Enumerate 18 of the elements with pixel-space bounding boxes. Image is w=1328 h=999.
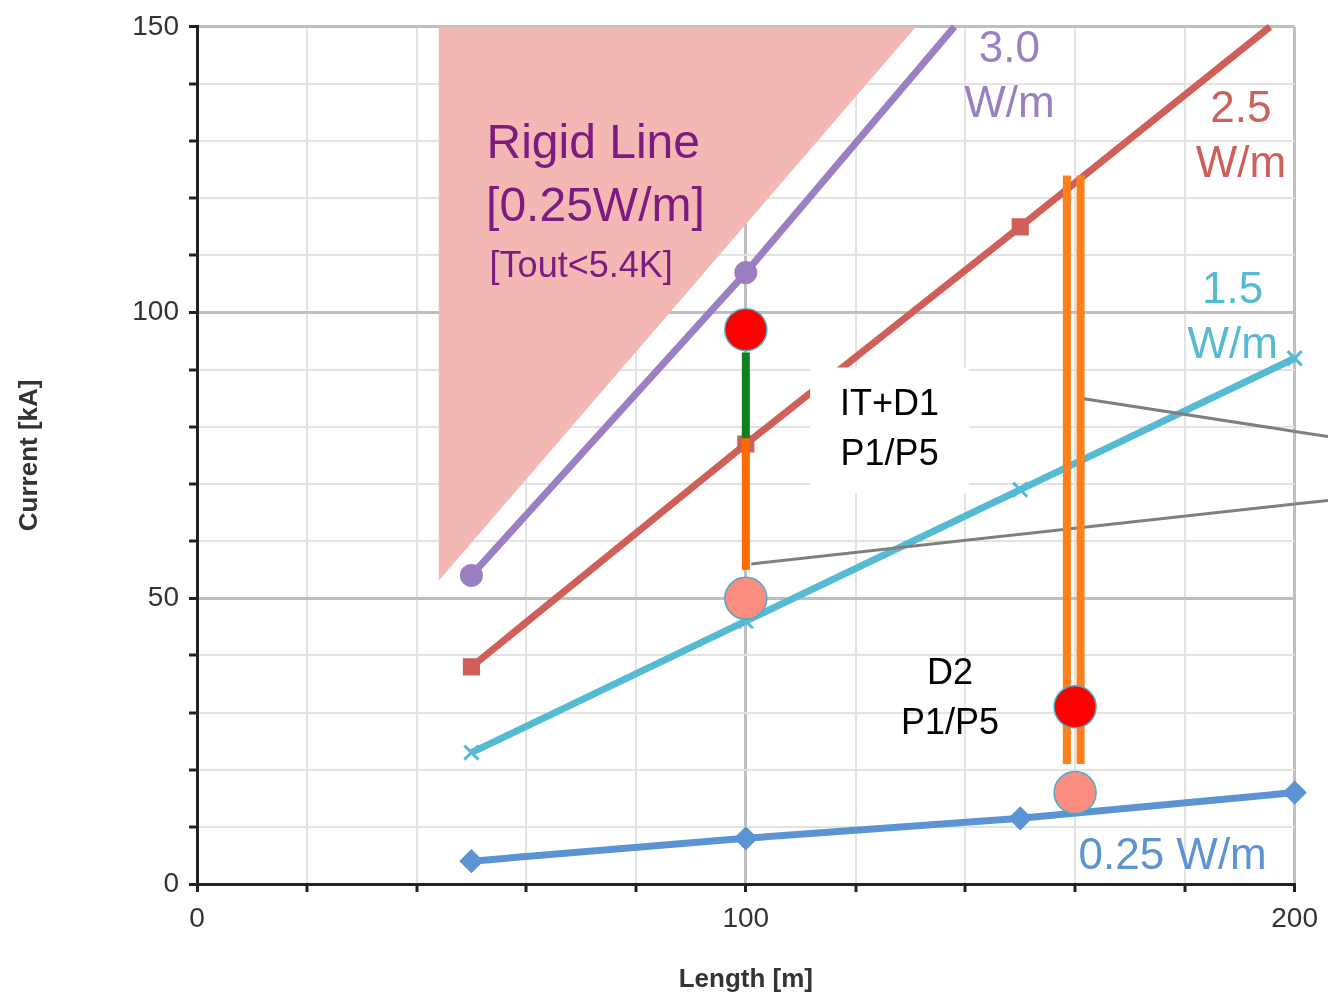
annotation: IT+D1 P1/P5	[840, 382, 940, 474]
x-tick-label: 0	[189, 901, 205, 933]
annotation: [0.25W/m]	[486, 177, 705, 231]
y-tick-label: 50	[147, 580, 179, 612]
x-tick-label: 200	[1271, 901, 1318, 933]
x-axis-title: Length [m]	[678, 962, 813, 993]
y-axis-title: Current [kA]	[12, 379, 43, 532]
y-tick-label: 0	[163, 866, 179, 898]
annotation: [Tout<5.4K]	[489, 243, 673, 285]
series-label: 0.25 W/m	[1078, 828, 1267, 878]
annotation: Rigid Line	[486, 115, 700, 169]
y-tick-label: 100	[132, 295, 179, 327]
series-label: 2.5 W/m	[1195, 81, 1287, 186]
series-label: 1.5 W/m	[1187, 263, 1278, 368]
series-label: 3.0 W/m	[964, 21, 1055, 126]
y-tick-label: 150	[132, 9, 179, 41]
x-tick-label: 100	[722, 901, 770, 933]
annotation: D2 P1/P5	[900, 650, 1000, 742]
